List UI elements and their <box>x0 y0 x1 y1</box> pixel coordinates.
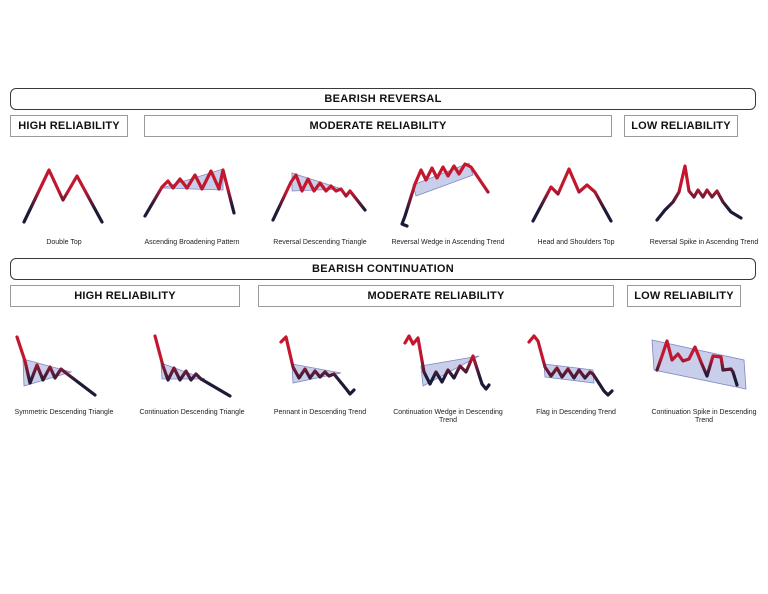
reversal-wedge-ascending-sketch <box>400 162 490 228</box>
continuation-wedge-descending-sketch <box>403 334 491 391</box>
pattern-label: Pennant in Descending Trend <box>273 409 367 416</box>
pattern-symmetric-descending-triangle: Symmetric Descending Triangle <box>0 322 128 424</box>
continuation-descending-triangle-sketch <box>153 334 232 398</box>
pattern-head-and-shoulders-top: Head and Shoulders Top <box>512 152 640 247</box>
reliability-header-low-reversal: LOW RELIABILITY <box>624 115 738 137</box>
continuation-spike-descending-sketch <box>651 339 747 390</box>
pattern-label: Head and Shoulders Top <box>537 239 615 246</box>
pattern-reversal-descending-triangle: Reversal Descending Triangle <box>256 152 384 247</box>
pattern-label: Reversal Wedge in Ascending Trend <box>391 239 505 246</box>
ascending-broadening-sketch <box>143 168 236 218</box>
head-and-shoulders-sketch <box>531 167 613 223</box>
reversal-patterns-row: Double Top Ascending Broadening Pattern … <box>0 152 768 247</box>
section-title-bearish-reversal: BEARISH REVERSAL <box>10 88 756 110</box>
pattern-reversal-spike-ascending: Reversal Spike in Ascending Trend <box>640 152 768 247</box>
pattern-continuation-descending-triangle: Continuation Descending Triangle <box>128 322 256 424</box>
pattern-continuation-wedge-descending: Continuation Wedge in Descending Trend <box>384 322 512 424</box>
pattern-label: Double Top <box>46 239 82 246</box>
reliability-header-high-continuation: HIGH RELIABILITY <box>10 285 240 307</box>
pattern-label: Continuation Wedge in Descending Trend <box>393 409 503 424</box>
pattern-label: Continuation Descending Triangle <box>139 409 245 416</box>
section-title-bearish-continuation: BEARISH CONTINUATION <box>10 258 756 280</box>
pattern-label: Flag in Descending Trend <box>536 409 616 416</box>
pattern-label: Continuation Spike in Descending Trend <box>651 409 757 424</box>
flag-descending-sketch <box>527 334 614 397</box>
reliability-header-moderate-continuation: MODERATE RELIABILITY <box>258 285 614 307</box>
reversal-spike-ascending-sketch <box>655 164 743 222</box>
reliability-header-high-reversal: HIGH RELIABILITY <box>10 115 128 137</box>
reversal-descending-triangle-sketch <box>271 172 367 222</box>
continuation-patterns-row: Symmetric Descending Triangle Continuati… <box>0 322 768 424</box>
pattern-pennant-descending: Pennant in Descending Trend <box>256 322 384 424</box>
pattern-continuation-spike-descending: Continuation Spike in Descending Trend <box>640 322 768 424</box>
pattern-label: Reversal Descending Triangle <box>273 239 367 246</box>
pattern-ascending-broadening: Ascending Broadening Pattern <box>128 152 256 247</box>
pattern-label: Symmetric Descending Triangle <box>14 409 114 416</box>
pattern-label: Reversal Spike in Ascending Trend <box>649 239 759 246</box>
pattern-reversal-wedge-ascending: Reversal Wedge in Ascending Trend <box>384 152 512 247</box>
reliability-header-moderate-reversal: MODERATE RELIABILITY <box>144 115 612 137</box>
symmetric-descending-triangle-sketch <box>15 335 97 397</box>
pattern-double-top: Double Top <box>0 152 128 247</box>
double-top-sketch <box>22 168 104 224</box>
reliability-header-low-continuation: LOW RELIABILITY <box>627 285 741 307</box>
pattern-flag-descending: Flag in Descending Trend <box>512 322 640 424</box>
pennant-descending-sketch <box>279 335 356 396</box>
pattern-label: Ascending Broadening Pattern <box>144 239 240 246</box>
